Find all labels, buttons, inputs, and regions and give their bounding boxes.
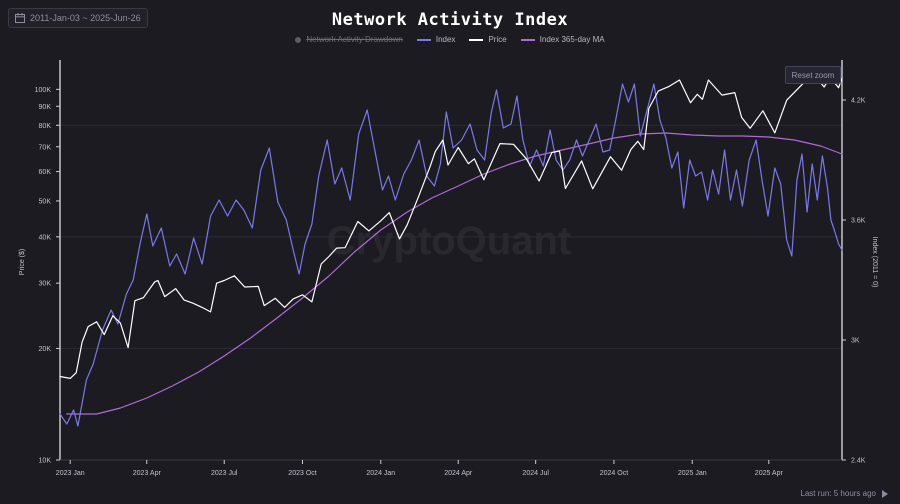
y-left-tick-label: 10K <box>39 458 52 465</box>
y-left-tick-label: 70K <box>39 144 52 151</box>
price-series-line <box>59 71 843 379</box>
y-right-tick-label: 2.4K <box>851 458 866 465</box>
chart-title: Network Activity Index <box>331 10 569 30</box>
legend-item-price[interactable]: Price <box>469 35 507 44</box>
y-left-tick-label: 60K <box>39 169 52 176</box>
y-left-tick-label: 50K <box>39 198 52 205</box>
y-left-tick-label: 100K <box>35 87 52 94</box>
y-left-tick-label: 90K <box>39 104 52 111</box>
date-range-label: 2011-Jan-03 ~ 2025-Jun-26 <box>30 13 141 23</box>
grid-lines <box>60 124 842 461</box>
x-tick-label: 2023 Jan <box>56 470 85 477</box>
legend-item-ma[interactable]: Index 365-day MA <box>520 35 605 44</box>
y-right-tick-label: 3K <box>851 338 860 345</box>
legend-label-price: Price <box>488 35 507 44</box>
reset-zoom-button[interactable]: Reset zoom <box>785 66 841 84</box>
legend-label-drawdown: Network Activity Drawdown <box>306 35 403 44</box>
y-right-axis-label: Index (2011 = 0) <box>871 237 878 288</box>
last-run-label: Last run: 5 hours ago <box>800 489 876 498</box>
calendar-icon <box>15 13 25 23</box>
y-left-tick-label: 20K <box>39 346 52 353</box>
index-series-line <box>59 83 843 427</box>
x-tick-label: 2023 Jul <box>211 470 238 477</box>
legend-index-line-icon <box>416 38 431 41</box>
legend-item-index[interactable]: Index <box>416 35 456 44</box>
legend-label-ma: Index 365-day MA <box>539 35 605 44</box>
x-tick-label: 2025 Apr <box>755 470 784 477</box>
legend-ma-line-icon <box>520 38 535 41</box>
chart-legend: Network Activity Drawdown Index Price In… <box>0 35 900 44</box>
axes: 10K 20K 30K 40K 50K 60K 70K 80K 90K 100K 2.4K 3K 3.6… <box>35 60 866 477</box>
x-tick-label: 2024 Oct <box>600 470 628 477</box>
legend-price-line-icon <box>469 38 484 41</box>
ma-series-line <box>66 132 843 415</box>
last-run-status: Last run: 5 hours ago <box>800 489 888 498</box>
y-left-axis-label: Price ($) <box>19 249 26 275</box>
y-left-tick-label: 80K <box>39 123 52 130</box>
y-right-tick-label: 4.2K <box>851 98 866 105</box>
x-tick-label: 2023 Apr <box>133 470 162 477</box>
legend-drawdown-marker-icon <box>295 36 302 43</box>
y-left-tick-label: 30K <box>39 281 52 288</box>
series-group <box>59 71 843 427</box>
x-tick-label: 2024 Jul <box>522 470 549 477</box>
legend-label-index: Index <box>435 35 456 44</box>
date-range-picker[interactable]: 2011-Jan-03 ~ 2025-Jun-26 <box>8 8 148 28</box>
legend-item-drawdown[interactable]: Network Activity Drawdown <box>295 35 403 44</box>
play-icon[interactable] <box>882 489 888 498</box>
x-tick-label: 2024 Jan <box>366 470 395 477</box>
x-tick-label: 2023 Oct <box>288 470 316 477</box>
x-tick-label: 2025 Jan <box>678 470 707 477</box>
y-left-tick-label: 40K <box>39 234 52 241</box>
y-right-tick-label: 3.6K <box>851 218 866 225</box>
x-tick-label: 2024 Apr <box>444 470 473 477</box>
